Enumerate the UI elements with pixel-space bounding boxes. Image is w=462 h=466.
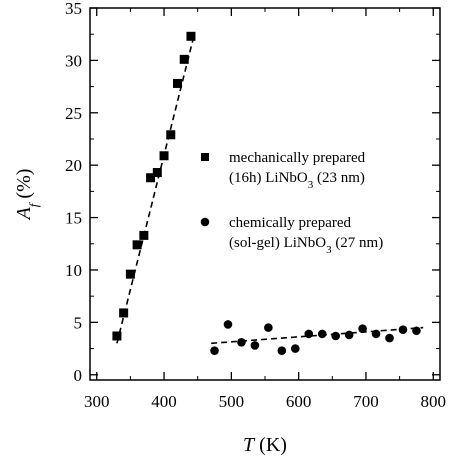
data-point-circle [344, 330, 354, 340]
data-point-circle [371, 329, 381, 339]
axis-ticks [90, 7, 440, 380]
x-axis-label: T (K) [243, 434, 287, 456]
x-tick-label: 400 [151, 392, 177, 411]
y-tick-label: 15 [65, 209, 82, 228]
legend: mechanically prepared (16h) LiNbO3 (23 n… [200, 150, 383, 256]
data-point-circle [223, 320, 233, 329]
data-point-square [152, 168, 162, 178]
y-tick-label: 30 [65, 51, 82, 70]
data-point-square [112, 331, 122, 341]
x-tick-label: 800 [421, 392, 447, 411]
data-point-square [132, 240, 142, 250]
x-tick-label: 300 [84, 392, 110, 411]
fit-lines [116, 34, 424, 345]
legend-circle-line2: (sol-gel) LiNbO3 (27 nm) [229, 235, 383, 256]
y-tick-label: 35 [65, 0, 82, 18]
data-point-circle [385, 333, 394, 343]
data-point-circle [317, 329, 327, 339]
x-tick-label: 700 [353, 392, 379, 411]
data-point-circle [250, 341, 260, 350]
legend-square-line1: mechanically prepared [229, 150, 366, 166]
data-point-circle [277, 346, 287, 355]
y-tick-label: 10 [65, 261, 82, 280]
data-point-circle [237, 337, 246, 347]
y-tick-label: 5 [74, 313, 83, 332]
data-point-square [119, 308, 129, 318]
x-tick-label: 600 [286, 392, 312, 411]
data-points [112, 31, 421, 355]
data-point-square [146, 173, 156, 183]
plot-frame [89, 7, 441, 381]
data-point-circle [290, 344, 300, 353]
y-tick-label: 20 [65, 156, 82, 175]
data-point-circle [264, 323, 273, 332]
data-point-circle [412, 326, 421, 336]
y-axis-label: Af (%) [13, 169, 41, 222]
data-point-square [179, 54, 189, 64]
fit-line-circle [211, 326, 424, 345]
data-point-square [186, 31, 196, 41]
data-point-square [166, 130, 176, 140]
data-point-square [159, 151, 169, 161]
legend-circle-marker [200, 217, 210, 227]
data-point-square [139, 230, 149, 240]
data-point-square [173, 78, 182, 88]
data-point-circle [358, 324, 367, 333]
data-point-circle [210, 346, 219, 355]
tick-labels: 300 400 500 600 700 800 0 5 10 15 20 25 30 35 [65, 0, 446, 411]
data-point-circle [304, 329, 314, 339]
legend-circle-line1: chemically prepared [229, 215, 352, 231]
legend-square-marker [201, 153, 209, 161]
y-tick-label: 0 [74, 366, 83, 385]
x-tick-label: 500 [219, 392, 245, 411]
fit-line-square [116, 34, 196, 344]
data-point-circle [331, 331, 340, 341]
legend-square-line2: (16h) LiNbO3 (23 nm) [229, 170, 365, 191]
data-point-circle [398, 325, 408, 335]
y-tick-label: 25 [65, 104, 82, 123]
data-point-square [125, 269, 135, 279]
